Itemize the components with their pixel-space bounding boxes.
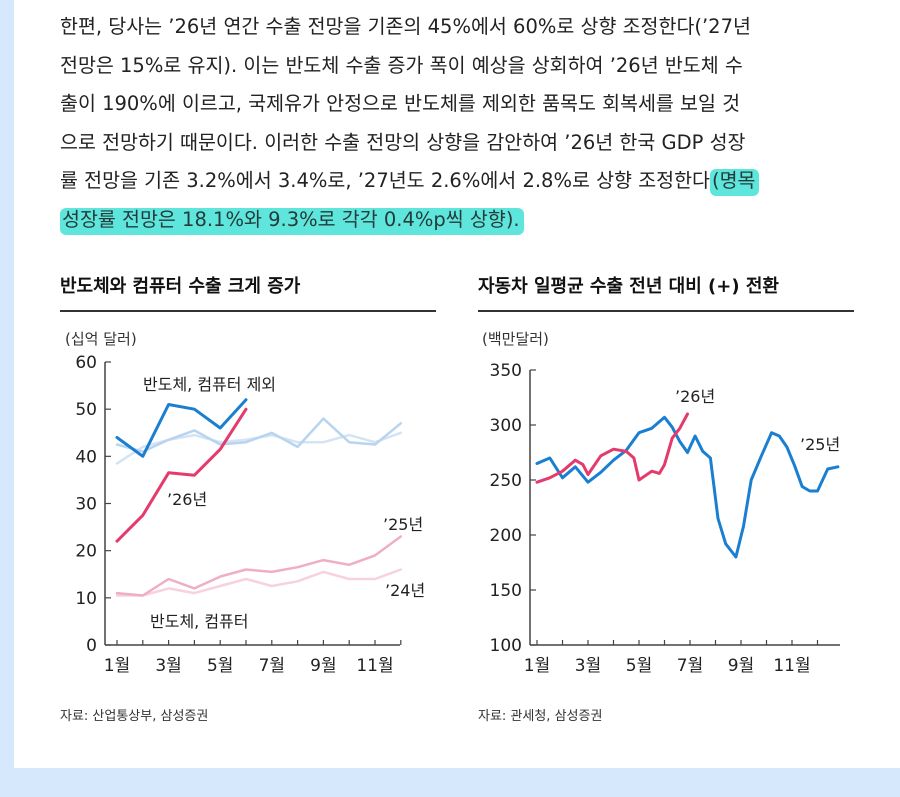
- y-tick-label: 350: [490, 361, 522, 381]
- y-tick-label: 250: [490, 471, 522, 491]
- series-group: [535, 412, 840, 559]
- series-line-3: [115, 568, 403, 597]
- chart-source-right: 자료: 관세청, 삼성증권: [478, 709, 603, 724]
- highlighted-text: 성장률 전망은 18.1%와 9.3%로 각각 0.4%p씩 상향).: [60, 207, 524, 235]
- chart-title-rule: [478, 310, 854, 312]
- annotation-25-year: ’25년: [800, 435, 840, 454]
- x-tick-label: 1월: [104, 656, 130, 676]
- annotation-24-year: ’24년: [385, 581, 425, 600]
- y-tick-label: 40: [75, 447, 97, 467]
- series-line-2: [115, 398, 248, 458]
- paragraph-line: 출이 190%에 이르고, 국제유가 안정으로 반도체를 제외한 품목도 회복세…: [60, 92, 741, 115]
- series-line-1: [115, 417, 403, 453]
- annotation-26-year: ’26년: [167, 490, 207, 509]
- chart-title-semiconductor: 반도체와 컴퓨터 수출 크게 증가: [60, 276, 301, 297]
- x-tick-label: 5월: [207, 656, 233, 676]
- y-tick-label: 200: [490, 526, 522, 546]
- y-tick-label: 10: [75, 589, 97, 609]
- series-line-0: [535, 415, 840, 559]
- y-tick-label: 0: [86, 636, 97, 656]
- highlighted-text: (명목: [709, 169, 760, 196]
- annotation-semiconductor: 반도체, 컴퓨터: [150, 612, 249, 631]
- x-tick-label: 1월: [524, 656, 550, 676]
- x-tick-label: 9월: [310, 656, 336, 676]
- annotation-25-year: ’25년: [383, 515, 423, 534]
- y-unit-label: (백만달러): [482, 330, 549, 348]
- chart-title-rule: [60, 310, 436, 312]
- paragraph-line: 전망은 15%로 유지). 이는 반도체 수출 증가 폭이 예상을 상회하여 ’…: [60, 53, 743, 77]
- chart-semiconductor-exports: (십억 달러) 0 10 20 30 40 50 60 1월 3월 5월 7월 9월 11월 반도체, …: [65, 330, 425, 676]
- y-tick-label: 20: [75, 542, 97, 562]
- y-tick-label: 60: [75, 353, 97, 373]
- chart-source-left: 자료: 산업통상부, 삼성증권: [60, 709, 209, 724]
- y-unit-label: (십억 달러): [65, 330, 137, 348]
- series-group: [115, 398, 403, 597]
- left-side-strip: [0, 0, 14, 797]
- chart-auto-exports: (백만달러) 100 150 200 250 300 350 1월 3월 5월 7월 9월 11월 ’…: [482, 330, 840, 676]
- body-paragraph: 한편, 당사는 ’26년 연간 수출 전망을 기존의 45%에서 60%로 상향…: [60, 8, 860, 239]
- x-tick-label: 11월: [773, 656, 810, 676]
- paragraph-text: 률 전망을 기존 3.2%에서 3.4%로, ’27년도 2.6%에서 2.8%…: [60, 169, 710, 192]
- annotation-ex-semiconductor: 반도체, 컴퓨터 제외: [143, 375, 276, 394]
- annotation-26-year: ’26년: [675, 387, 715, 406]
- chart-title-auto: 자동차 일평균 수출 전년 대비 (+) 전환: [478, 276, 779, 297]
- paragraph-line: 한편, 당사는 ’26년 연간 수출 전망을 기존의 45%에서 60%로 상향…: [60, 15, 751, 38]
- annotations: ’26년 ’25년: [675, 387, 840, 454]
- series-line-1: [535, 412, 689, 484]
- paragraph-line: 성장률 전망은 18.1%와 9.3%로 각각 0.4%p씩 상향).: [60, 201, 860, 240]
- bottom-strip: [0, 768, 900, 797]
- axes: 0 10 20 30 40 50 60 1월 3월 5월 7월 9월 11월: [75, 353, 402, 676]
- y-tick-label: 50: [75, 400, 97, 420]
- x-tick-label: 11월: [356, 656, 393, 676]
- paragraph-line: 률 전망을 기존 3.2%에서 3.4%로, ’27년도 2.6%에서 2.8%…: [60, 162, 860, 201]
- y-tick-label: 150: [490, 581, 522, 601]
- paragraph-line: 으로 전망하기 때문이다. 이러한 수출 전망의 상향을 감안하여 ’26년 한…: [60, 130, 746, 154]
- series-line-5: [115, 407, 248, 543]
- y-tick-label: 100: [490, 636, 522, 656]
- x-tick-label: 7월: [677, 656, 703, 676]
- x-tick-label: 5월: [626, 656, 652, 676]
- x-tick-label: 3월: [155, 656, 181, 676]
- y-tick-label: 30: [75, 495, 97, 515]
- axes: 100 150 200 250 300 350 1월 3월 5월 7월 9월 11월: [490, 361, 840, 676]
- x-tick-label: 3월: [575, 656, 601, 676]
- y-tick-label: 300: [490, 416, 522, 436]
- annotations: 반도체, 컴퓨터 제외 ’26년 ’25년 ’24년 반도체, 컴퓨터: [143, 375, 425, 631]
- series-line-4: [115, 535, 403, 597]
- x-tick-label: 7월: [259, 656, 285, 676]
- x-tick-label: 9월: [728, 656, 754, 676]
